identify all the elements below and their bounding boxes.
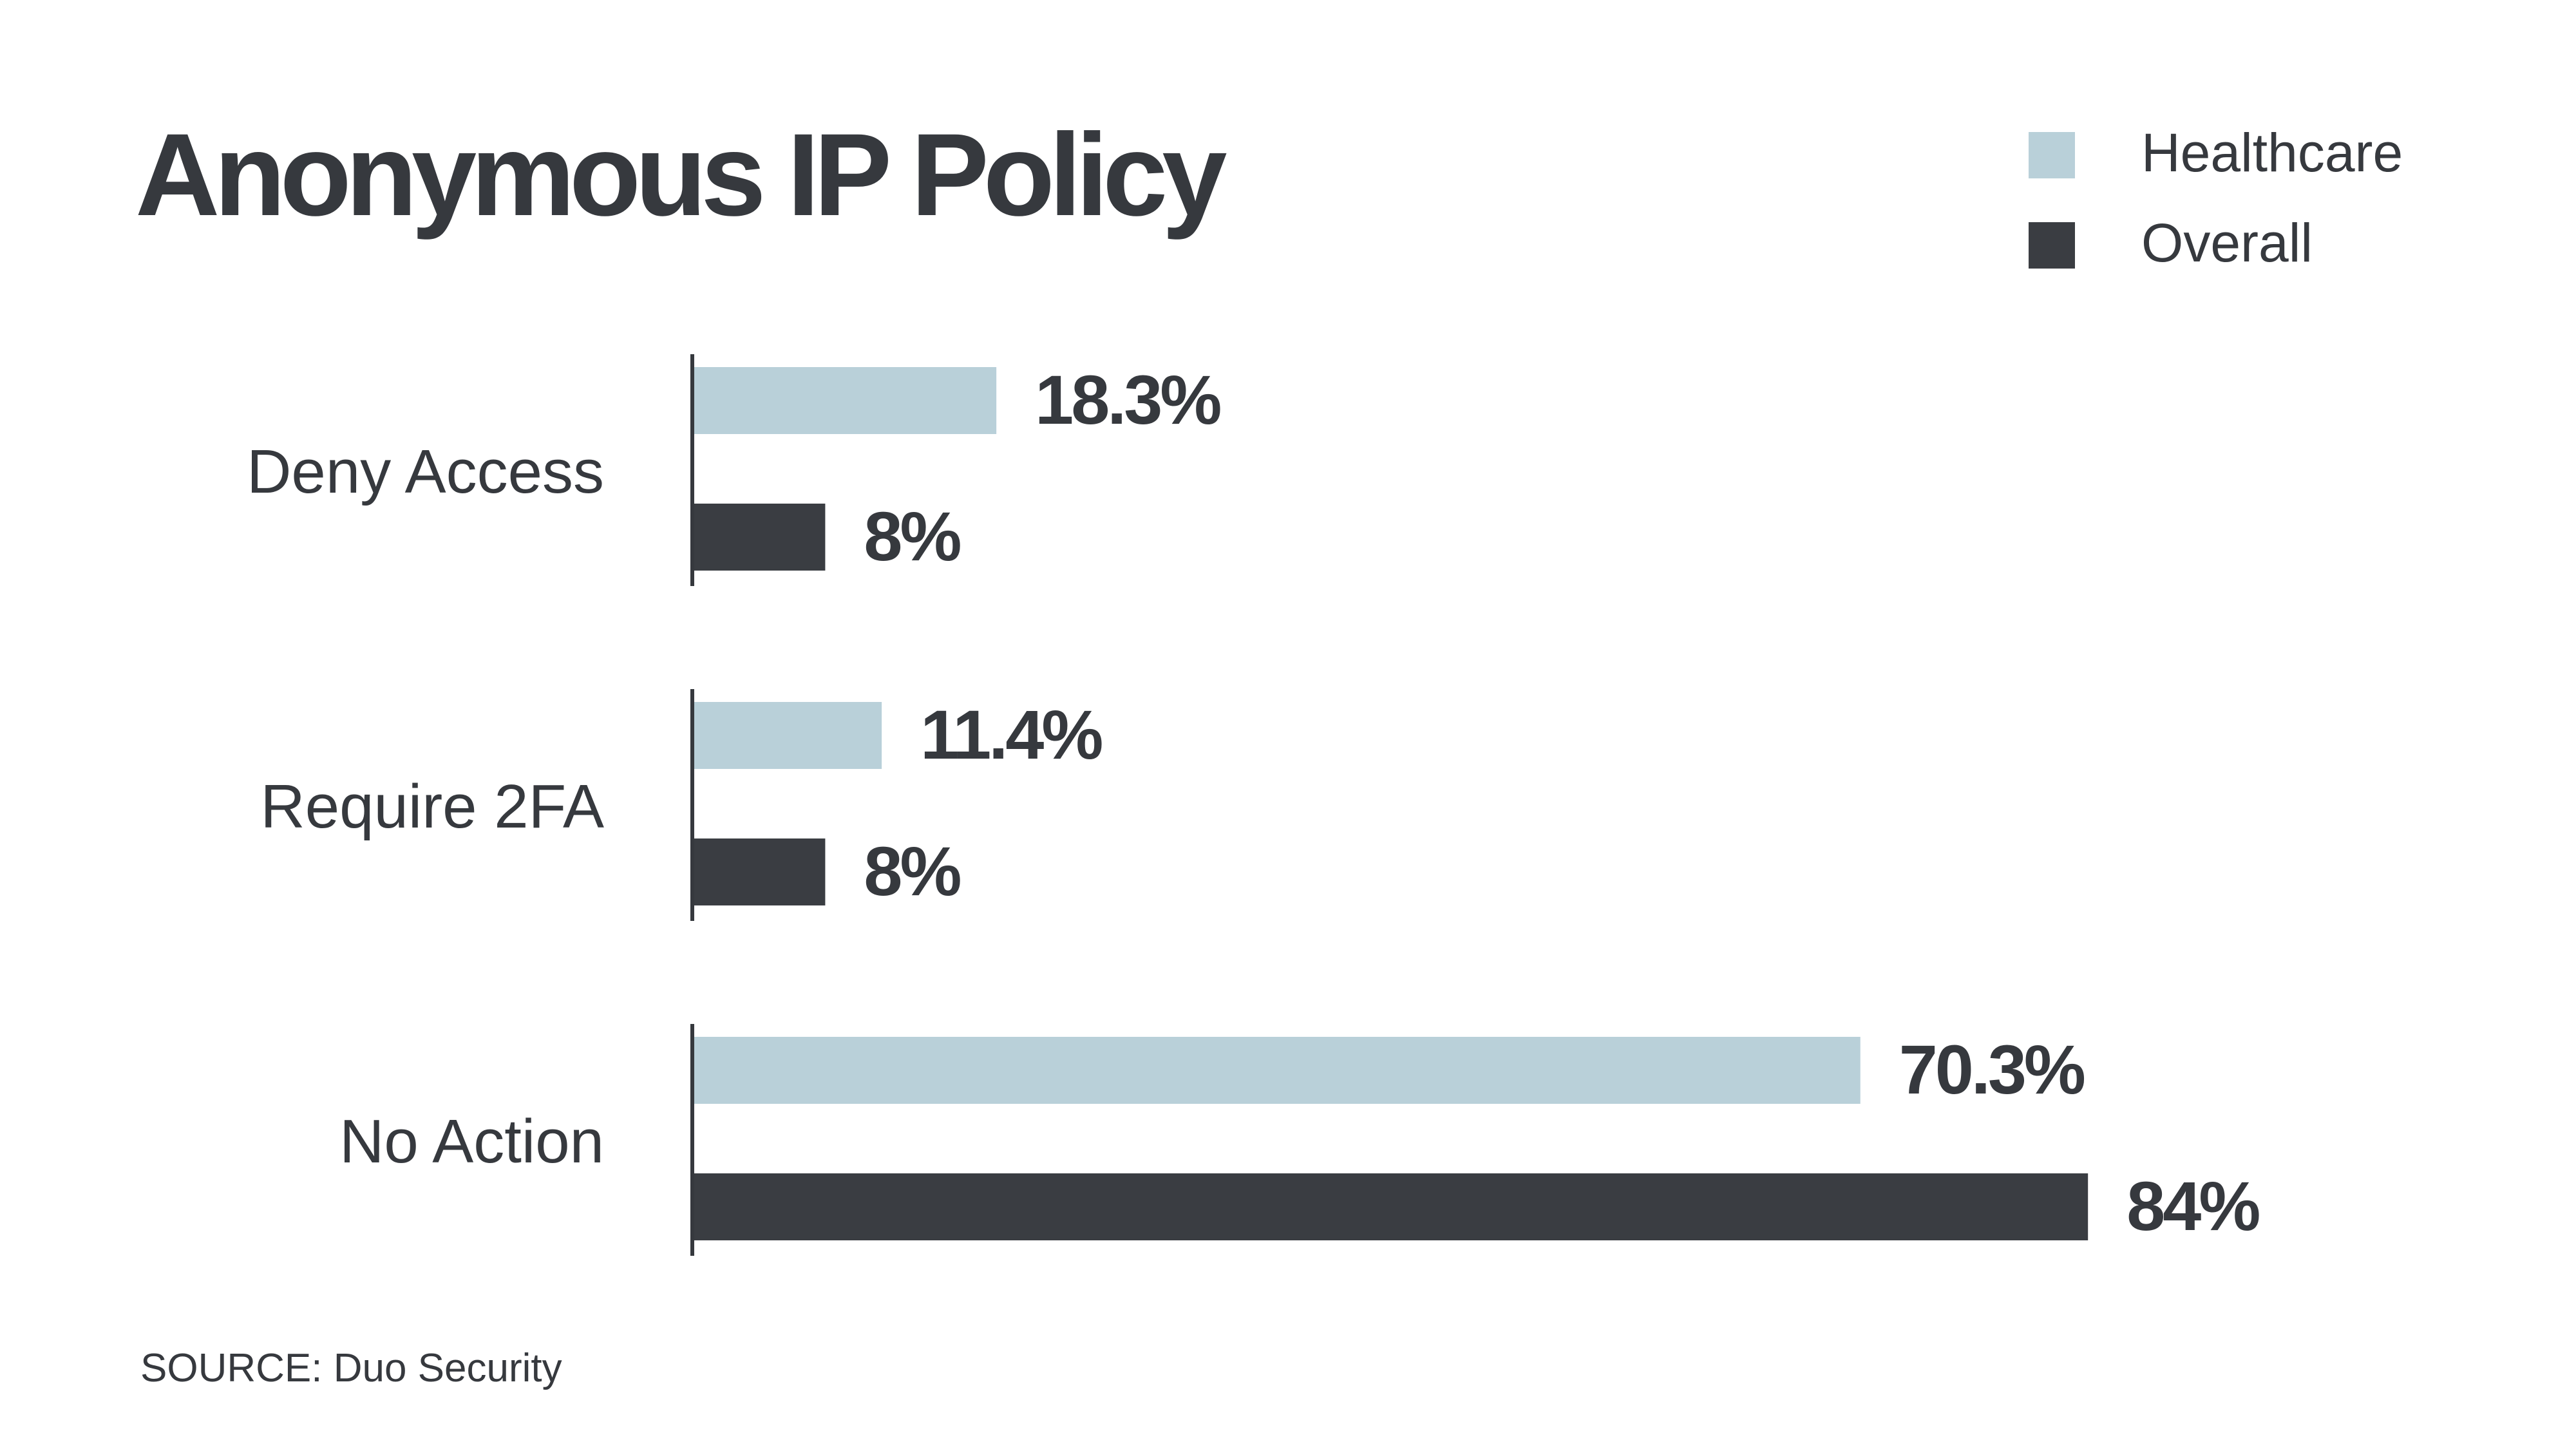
value-label-healthcare-no-action: 70.3% <box>1899 1030 2085 1108</box>
legend-swatch-overall <box>2029 222 2075 269</box>
legend-label-overall: Overall <box>2141 213 2313 273</box>
bar-healthcare-no-action <box>692 1037 1861 1104</box>
bar-overall-require-2fa <box>692 838 826 905</box>
value-label-healthcare-require-2fa: 11.4% <box>920 696 1102 773</box>
value-label-overall-no-action: 84% <box>2126 1167 2259 1245</box>
bar-healthcare-deny-access <box>692 367 997 434</box>
legend-swatch-healthcare <box>2029 132 2075 178</box>
value-label-healthcare-deny-access: 18.3% <box>1035 361 1220 439</box>
category-label-deny-access: Deny Access <box>247 437 604 506</box>
bar-healthcare-require-2fa <box>692 702 882 769</box>
category-label-require-2fa: Require 2FA <box>260 772 604 841</box>
bar-overall-deny-access <box>692 504 826 571</box>
value-label-overall-deny-access: 8% <box>864 497 960 575</box>
legend-label-healthcare: Healthcare <box>2141 122 2403 183</box>
category-label-no-action: No Action <box>339 1107 604 1176</box>
source-note: SOURCE: Duo Security <box>140 1346 562 1390</box>
bar-overall-no-action <box>692 1173 2088 1240</box>
value-label-overall-require-2fa: 8% <box>864 832 960 910</box>
chart-title: Anonymous IP Policy <box>135 109 1227 240</box>
